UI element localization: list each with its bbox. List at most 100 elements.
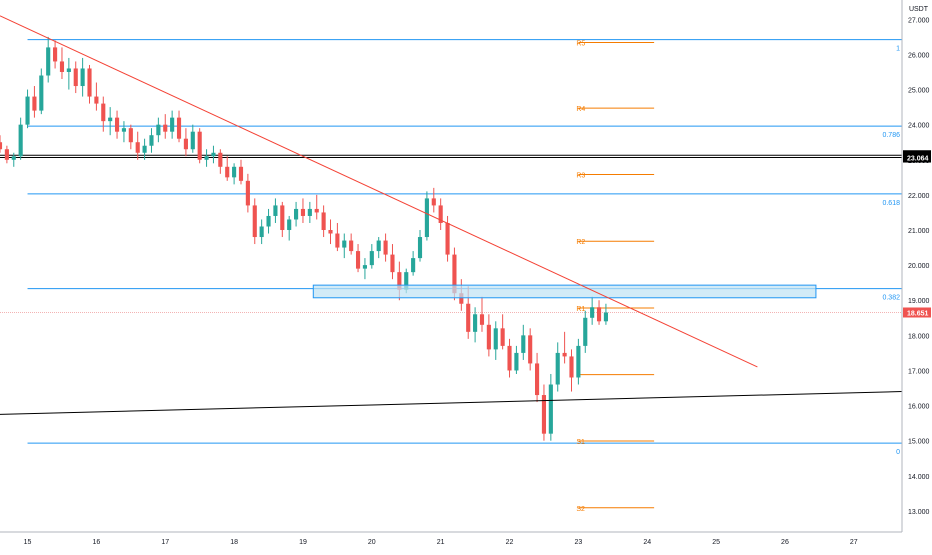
candle-body[interactable]	[548, 384, 553, 434]
candle-body[interactable]	[438, 205, 443, 223]
candle-body[interactable]	[18, 124, 23, 157]
candle-body[interactable]	[397, 272, 402, 290]
candle-body[interactable]	[252, 205, 257, 238]
candle-body[interactable]	[149, 135, 154, 146]
candle-body[interactable]	[225, 166, 230, 178]
price-axis-panel[interactable]	[902, 0, 932, 550]
candle-body[interactable]	[590, 307, 595, 318]
candle-body[interactable]	[562, 352, 567, 357]
candle-body[interactable]	[94, 96, 99, 104]
candle-body[interactable]	[569, 356, 574, 378]
candle-body[interactable]	[259, 226, 264, 238]
candle-body[interactable]	[211, 152, 216, 157]
candle-body[interactable]	[411, 258, 416, 273]
candle-body[interactable]	[11, 156, 16, 160]
candle-body[interactable]	[314, 208, 319, 213]
candle-body[interactable]	[156, 124, 161, 136]
candle-body[interactable]	[218, 152, 223, 167]
candle-body[interactable]	[25, 96, 30, 125]
candle-body[interactable]	[273, 205, 278, 216]
candle-body[interactable]	[39, 75, 44, 111]
candle-body[interactable]	[466, 303, 471, 332]
candle-body[interactable]	[507, 345, 512, 371]
candle-body[interactable]	[307, 208, 312, 216]
candle-body[interactable]	[197, 131, 202, 160]
candle-body[interactable]	[294, 208, 299, 220]
y-tick-label: 18.000	[908, 333, 930, 340]
candle-body[interactable]	[555, 352, 560, 385]
candle-body[interactable]	[328, 230, 333, 234]
candle-body[interactable]	[521, 335, 526, 353]
candle-body[interactable]	[445, 222, 450, 255]
candle-body[interactable]	[300, 208, 306, 216]
candle-body[interactable]	[80, 68, 85, 87]
candle-body[interactable]	[369, 251, 374, 266]
candle-body[interactable]	[245, 180, 250, 206]
candle-body[interactable]	[424, 198, 429, 238]
price-badge-label: 18.651	[907, 310, 929, 317]
candle-body[interactable]	[128, 128, 133, 143]
candle-body[interactable]	[135, 142, 140, 153]
candle-body[interactable]	[362, 265, 367, 269]
candle-body[interactable]	[514, 352, 519, 371]
candle-body[interactable]	[500, 328, 505, 346]
candle-body[interactable]	[355, 251, 361, 269]
candle-body[interactable]	[232, 166, 237, 178]
candle-body[interactable]	[479, 314, 485, 325]
candle-body[interactable]	[66, 68, 71, 72]
candle-body[interactable]	[390, 254, 395, 273]
candle-body[interactable]	[46, 47, 51, 76]
candle-body[interactable]	[576, 345, 581, 378]
candle-body[interactable]	[383, 240, 388, 255]
candle-body[interactable]	[603, 312, 608, 322]
candle-body[interactable]	[32, 96, 37, 111]
candle-body[interactable]	[238, 166, 244, 181]
candle-body[interactable]	[101, 103, 106, 122]
candle-body[interactable]	[473, 314, 478, 332]
candle-body[interactable]	[452, 254, 457, 294]
candle-body[interactable]	[342, 240, 347, 248]
candle-body[interactable]	[486, 324, 491, 350]
candle-body[interactable]	[287, 219, 292, 231]
pivot-level-label: R5	[576, 40, 585, 47]
candle-body[interactable]	[321, 212, 326, 231]
candle-body[interactable]	[53, 47, 58, 62]
candle-body[interactable]	[493, 328, 498, 350]
candle-body[interactable]	[87, 68, 92, 97]
candle-body[interactable]	[596, 307, 602, 322]
candle-body[interactable]	[142, 145, 147, 153]
candle-body[interactable]	[266, 215, 271, 227]
candle-body[interactable]	[335, 233, 340, 248]
candle-body[interactable]	[176, 117, 182, 139]
candle-body[interactable]	[190, 131, 195, 150]
candle-body[interactable]	[541, 395, 547, 434]
candle-body[interactable]	[349, 240, 354, 252]
candle-body[interactable]	[121, 128, 127, 132]
candle-body[interactable]	[114, 117, 120, 132]
candle-body[interactable]	[280, 205, 285, 231]
candle-body[interactable]	[583, 317, 588, 346]
candle-body[interactable]	[459, 293, 464, 304]
candle-body[interactable]	[183, 138, 188, 150]
candle-body[interactable]	[170, 117, 175, 132]
candle-body[interactable]	[108, 117, 113, 122]
trendline-black[interactable]	[0, 391, 903, 415]
candle-body[interactable]	[59, 61, 65, 72]
x-tick-label: 15	[24, 539, 32, 546]
candle-body[interactable]	[404, 272, 409, 290]
zone-rectangle[interactable]	[312, 284, 817, 299]
candle-body[interactable]	[163, 124, 168, 132]
candle-body[interactable]	[204, 156, 209, 160]
trendline-red[interactable]	[0, 15, 758, 368]
candle-body[interactable]	[4, 149, 9, 160]
candle-body[interactable]	[376, 240, 381, 252]
candle-body[interactable]	[431, 198, 436, 206]
candle-body[interactable]	[535, 363, 540, 396]
candle-body[interactable]	[0, 142, 3, 150]
candle-body[interactable]	[417, 237, 423, 259]
candle-body[interactable]	[73, 68, 78, 87]
time-axis-panel[interactable]	[0, 532, 932, 550]
candle-body[interactable]	[528, 335, 533, 364]
